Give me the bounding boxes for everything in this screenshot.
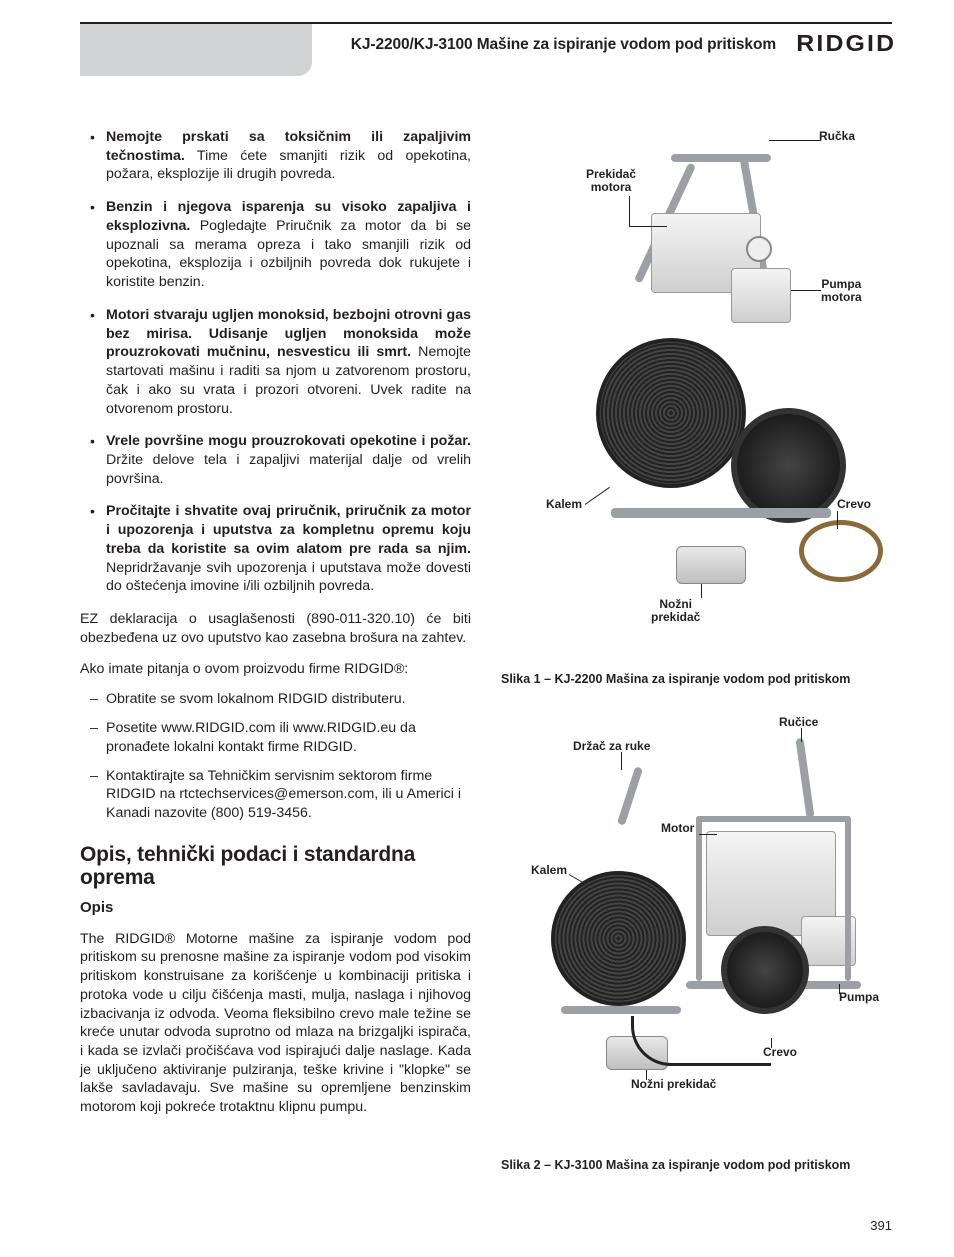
bullet-bold: Vrele površine mogu prouzrokovati opekot… (106, 433, 471, 449)
callout-drzac: Držač za ruke (573, 740, 650, 753)
hose-reel (551, 871, 686, 1006)
cage-side (696, 816, 702, 981)
questions-intro: Ako imate pitanja o ovom proizvodu firme… (80, 660, 471, 679)
bullet-bold: Pročitajte i shvatite ovaj priručnik, pr… (106, 503, 471, 556)
bullet-rest: Držite delove tela i zapaljivi materijal… (106, 452, 471, 487)
wheel (731, 408, 846, 523)
warning-bullets: Nemojte prskati sa toksičnim ili zapalji… (80, 128, 471, 596)
leader-line (771, 1038, 772, 1048)
right-column: Ručka Prekidač motora Pumpa motora Kalem… (501, 128, 892, 1172)
dash-item: Kontaktirajte sa Tehničkim servisnim sek… (106, 767, 471, 823)
leader-line (569, 874, 585, 884)
reel-base (561, 1006, 681, 1014)
header-tab (80, 24, 312, 76)
leader-line (646, 1070, 647, 1080)
frame-tube (617, 766, 643, 826)
page-number: 391 (870, 1218, 892, 1233)
callout-nozni: Nožni prekidač (651, 598, 700, 624)
callout-rucka: Ručka (819, 130, 855, 143)
leader-line (801, 728, 802, 742)
figure-1-caption: Slika 1 – KJ-2200 Mašina za ispiranje vo… (501, 672, 892, 686)
leader-line (701, 584, 702, 598)
callout-crevo: Crevo (837, 498, 871, 511)
hose-reel (596, 338, 746, 488)
leader-line (839, 984, 840, 994)
header-title: KJ-2200/KJ-3100 Mašine za ispiranje vodo… (351, 36, 776, 54)
callout-pumpa: Pumpa (839, 991, 879, 1004)
ridgid-logo: RIDGID (796, 30, 896, 57)
cage-side (845, 816, 851, 981)
foot-pedal (676, 546, 746, 584)
gauge-icon (746, 236, 772, 262)
ez-declaration: EZ deklaracija o usaglašenosti (890-011-… (80, 610, 471, 647)
opis-paragraph: The RIDGID® Motorne mašine za ispiranje … (80, 930, 471, 1117)
bullet-item: Nemojte prskati sa toksičnim ili zapalji… (106, 128, 471, 184)
callout-crevo: Crevo (763, 1046, 797, 1059)
leader-line (837, 511, 838, 529)
section-heading: Opis, tehnički podaci i standardna oprem… (80, 843, 471, 890)
leader-line (629, 196, 630, 226)
bullet-item: Pročitajte i shvatite ovaj priručnik, pr… (106, 502, 471, 596)
page-body: Nemojte prskati sa toksičnim ili zapalji… (0, 96, 954, 1172)
callout-kalem: Kalem (546, 498, 582, 511)
subsection-heading: Opis (80, 898, 471, 918)
frame-tube (795, 738, 814, 818)
leader-line (621, 752, 622, 770)
leader-line (629, 226, 667, 227)
leader-line (791, 290, 821, 291)
figure-1: Ručka Prekidač motora Pumpa motora Kalem… (501, 128, 892, 658)
callout-rucice: Ručice (779, 716, 818, 729)
bullet-item: Motori stvaraju ugljen monoksid, bezbojn… (106, 306, 471, 418)
callout-nozni: Nožni prekidač (631, 1078, 716, 1091)
callout-prekidac: Prekidač motora (586, 168, 636, 194)
bullet-item: Benzin i njegova isparenja su visoko zap… (106, 198, 471, 292)
figure-2-caption: Slika 2 – KJ-3100 Mašina za ispiranje vo… (501, 1158, 892, 1172)
bullet-rest: Nepridržavanje svih upozorenja i uputsta… (106, 560, 471, 595)
callout-pumpa: Pumpa motora (821, 278, 862, 304)
handle-bar (671, 154, 771, 162)
callout-motor: Motor (661, 822, 694, 835)
bullet-item: Vrele površine mogu prouzrokovati opekot… (106, 432, 471, 488)
left-column: Nemojte prskati sa toksičnim ili zapalji… (80, 128, 471, 1172)
figure-2: Ručice Držač za ruke Motor Kalem Pumpa C… (501, 716, 892, 1144)
hose-line (631, 1016, 771, 1066)
page-header: KJ-2200/KJ-3100 Mašine za ispiranje vodo… (80, 22, 892, 96)
contact-list: Obratite se svom lokalnom RIDGID distrib… (80, 690, 471, 822)
leader-line (699, 834, 717, 835)
leader-line (769, 140, 821, 141)
dash-item: Posetite www.RIDGID.com ili www.RIDGID.e… (106, 719, 471, 756)
wheel (721, 926, 809, 1014)
base-frame (611, 508, 831, 518)
dash-item: Obratite se svom lokalnom RIDGID distrib… (106, 690, 471, 709)
cage-top (696, 816, 851, 822)
callout-kalem: Kalem (531, 864, 567, 877)
pump-block (731, 268, 791, 323)
leader-line (585, 487, 610, 505)
hose-coil (799, 520, 883, 582)
